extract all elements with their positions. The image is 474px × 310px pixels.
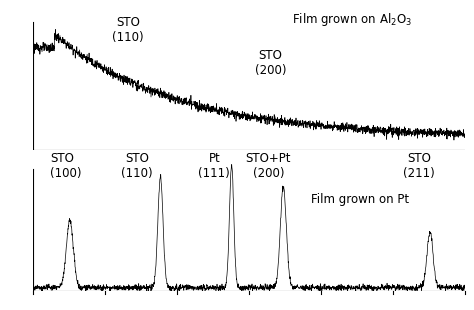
Text: Film grown on Al$_2$O$_3$: Film grown on Al$_2$O$_3$: [292, 11, 412, 28]
Text: STO
(211): STO (211): [403, 152, 435, 180]
Text: STO+Pt
(200): STO+Pt (200): [246, 152, 291, 180]
Text: Pt
(111): Pt (111): [199, 152, 230, 180]
Text: STO
(110): STO (110): [112, 16, 144, 44]
Text: Film grown on Pt: Film grown on Pt: [311, 193, 410, 206]
Text: STO
(110): STO (110): [121, 152, 153, 180]
Text: STO
(100): STO (100): [50, 152, 82, 180]
Text: STO
(200): STO (200): [255, 49, 286, 77]
